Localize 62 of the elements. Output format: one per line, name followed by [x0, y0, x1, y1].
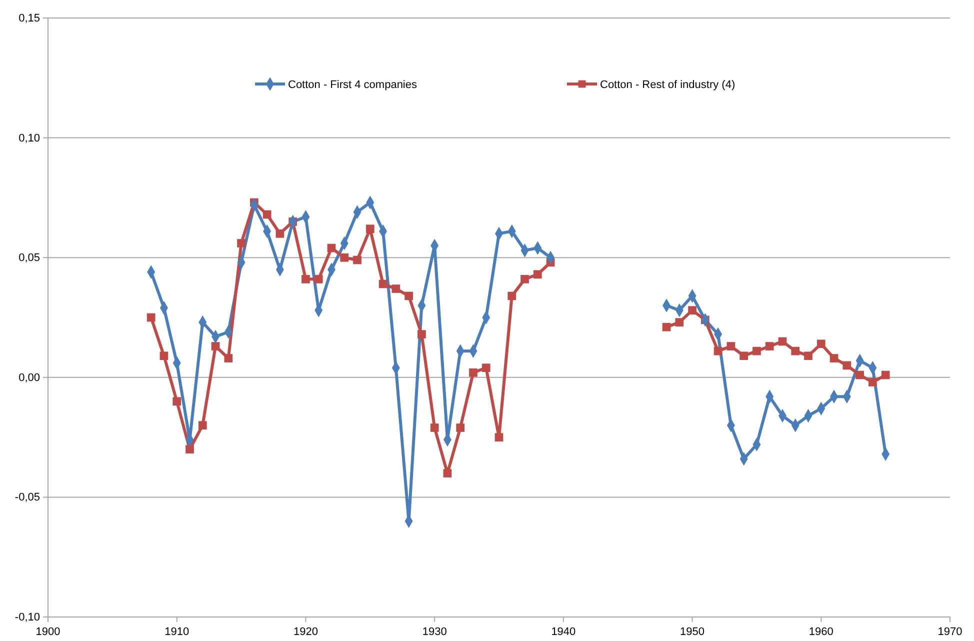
- y-tick-label: 0,05: [18, 252, 40, 264]
- point: [740, 352, 748, 360]
- point: [765, 342, 774, 350]
- point: [172, 397, 182, 406]
- point: [262, 210, 272, 219]
- x-tick-label: 1950: [680, 626, 705, 638]
- point: [186, 445, 194, 454]
- x-tick-label: 1910: [164, 626, 190, 638]
- point: [237, 239, 246, 248]
- point: [469, 368, 478, 377]
- legend-label: Cotton - First 4 companies: [288, 78, 418, 91]
- x-tick-label: 1970: [938, 626, 962, 638]
- y-tick-label: 0,00: [18, 372, 40, 384]
- point: [443, 469, 452, 478]
- y-tick-label: -0,10: [14, 612, 40, 624]
- point: [211, 342, 220, 350]
- point: [842, 361, 852, 370]
- point: [868, 378, 877, 386]
- point: [726, 342, 736, 350]
- y-tick-label: 0,15: [18, 12, 40, 25]
- x-tick-label: 1960: [808, 626, 834, 638]
- y-tick-label: 0,10: [18, 132, 40, 144]
- legend-label: Cotton - Rest of industry (4): [600, 78, 736, 91]
- point: [494, 433, 504, 442]
- x-tick-label: 1940: [551, 626, 576, 638]
- point: [302, 274, 310, 284]
- point: [752, 346, 761, 356]
- point: [353, 256, 362, 264]
- x-tick-label: 1920: [293, 626, 318, 638]
- point: [778, 337, 787, 346]
- point: [404, 292, 413, 300]
- point: [533, 270, 542, 279]
- point: [224, 354, 233, 362]
- point: [456, 424, 465, 432]
- point: [418, 330, 426, 338]
- point: [314, 274, 323, 284]
- point: [688, 306, 696, 314]
- point: [675, 318, 684, 326]
- point: [392, 284, 400, 293]
- point: [791, 346, 800, 356]
- x-tick-label: 1900: [36, 626, 60, 638]
- point: [508, 292, 516, 300]
- point: [482, 364, 490, 372]
- point: [160, 352, 168, 360]
- y-tick-label: -0,05: [14, 492, 40, 504]
- point: [714, 346, 722, 356]
- point: [520, 274, 529, 284]
- point: [856, 370, 864, 380]
- point: [830, 354, 838, 362]
- x-tick-label: 1930: [422, 626, 447, 638]
- point: [378, 280, 388, 288]
- point: [804, 352, 812, 360]
- point: [816, 340, 826, 348]
- point: [276, 229, 284, 238]
- point: [198, 421, 207, 430]
- point: [327, 244, 336, 252]
- point: [430, 424, 439, 432]
- point: [340, 253, 349, 262]
- point: [366, 224, 374, 234]
- point: [662, 322, 671, 332]
- point: [146, 313, 156, 322]
- point: [881, 370, 890, 380]
